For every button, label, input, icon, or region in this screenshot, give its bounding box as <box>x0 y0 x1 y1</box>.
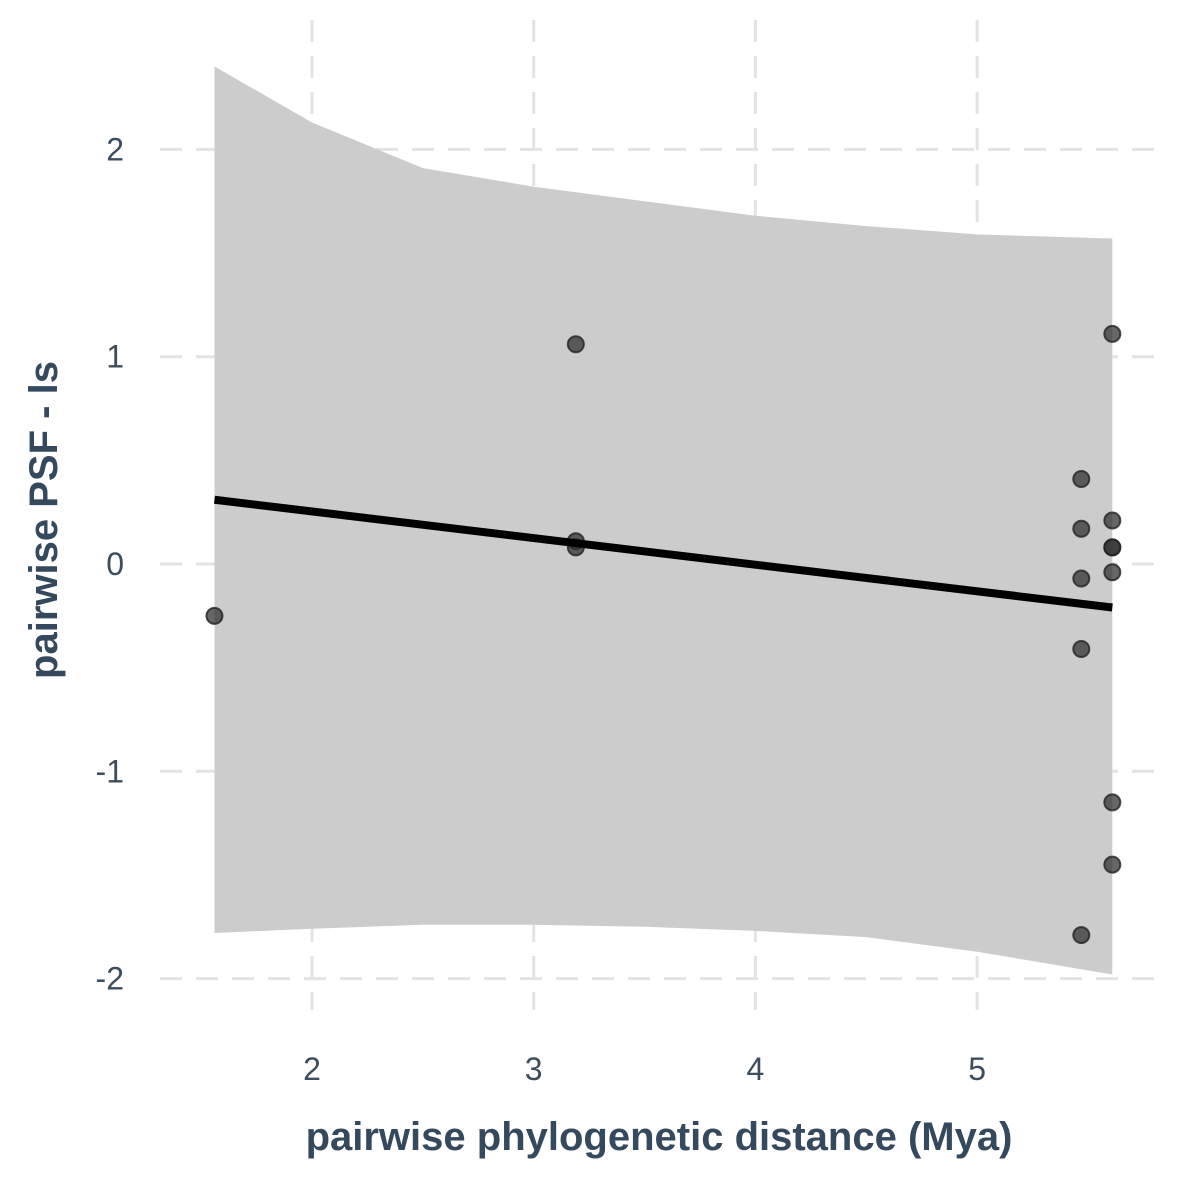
x-tick-label: 5 <box>968 1051 986 1087</box>
y-tick-label: -1 <box>96 753 124 789</box>
y-tick-label: 0 <box>106 546 124 582</box>
data-point <box>205 606 224 625</box>
trend-line <box>213 495 1113 612</box>
y-tick-label: 1 <box>106 339 124 375</box>
data-point <box>1072 639 1091 658</box>
data-point <box>566 335 585 354</box>
data-point <box>1103 324 1122 343</box>
confidence-band <box>214 66 1113 975</box>
y-tick-label: 2 <box>106 131 124 167</box>
x-tick-label: 2 <box>303 1051 321 1087</box>
y-axis-title: pairwise PSF - ls <box>22 361 66 679</box>
data-point <box>1072 519 1091 538</box>
y-tick-label: -2 <box>96 961 124 997</box>
data-point <box>1103 563 1122 582</box>
data-point <box>1072 569 1091 588</box>
x-tick-label: 3 <box>525 1051 543 1087</box>
x-tick-labels: 2 3 4 5 <box>303 1051 986 1087</box>
data-point <box>1072 926 1091 945</box>
data-point <box>1103 855 1122 874</box>
y-tick-labels: -2 -1 0 1 2 <box>96 131 124 996</box>
x-axis-title: pairwise phylogenetic distance (Mya) <box>306 1115 1013 1159</box>
data-point <box>1103 793 1122 812</box>
data-point <box>1103 511 1122 530</box>
x-tick-label: 4 <box>747 1051 765 1087</box>
data-point <box>1103 538 1122 557</box>
data-point <box>1072 470 1091 489</box>
